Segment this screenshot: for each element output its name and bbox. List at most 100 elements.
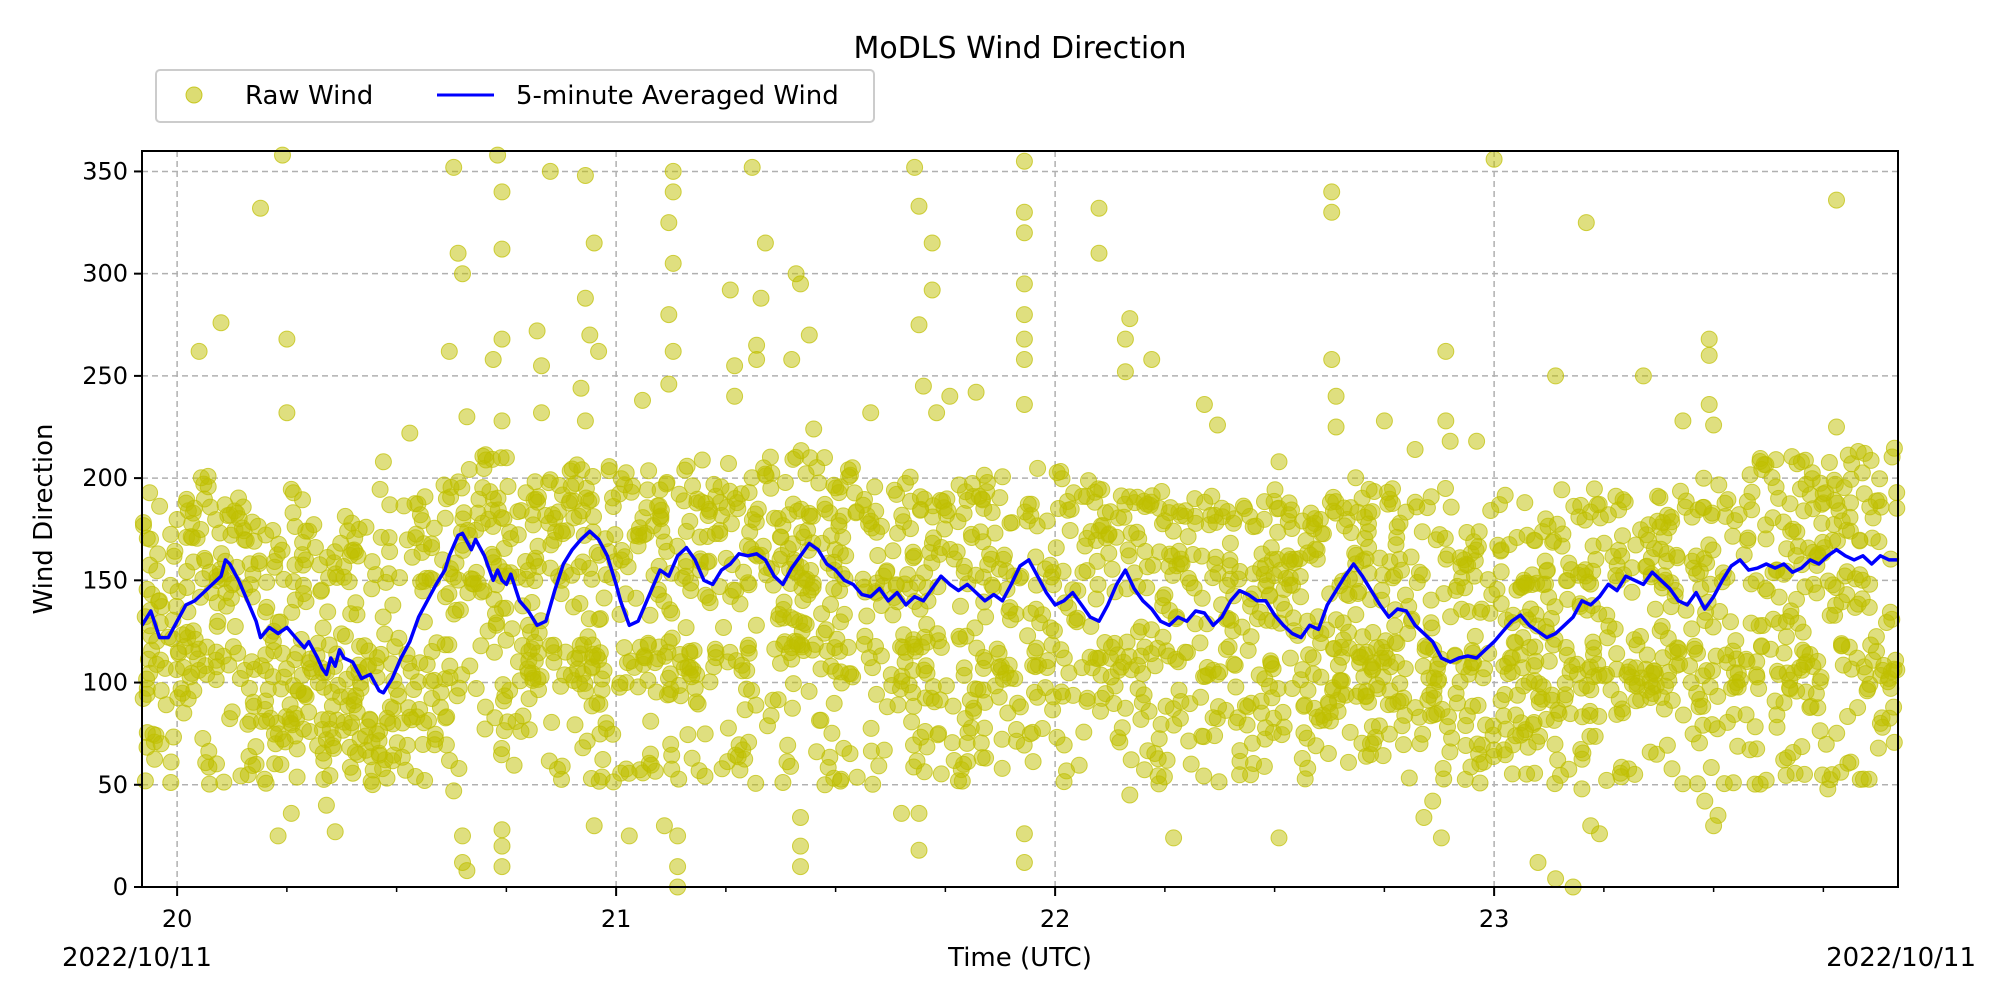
raw-wind-point xyxy=(545,644,563,662)
raw-wind-outlier xyxy=(862,404,880,422)
raw-wind-point xyxy=(1136,542,1154,560)
raw-wind-point xyxy=(904,543,922,561)
raw-wind-point xyxy=(1528,733,1546,751)
raw-wind-point xyxy=(1549,751,1567,769)
raw-wind-outlier xyxy=(923,281,941,299)
raw-wind-point xyxy=(1559,590,1577,608)
raw-wind-point xyxy=(1788,590,1805,608)
raw-wind-point xyxy=(1364,624,1382,641)
raw-wind-point xyxy=(825,694,843,712)
raw-wind-point xyxy=(1651,518,1669,536)
raw-wind-point xyxy=(573,461,591,479)
raw-wind-point xyxy=(294,534,312,551)
raw-wind-outlier xyxy=(800,326,818,344)
raw-wind-point xyxy=(1106,677,1124,695)
raw-wind-outlier xyxy=(576,289,594,307)
raw-wind-point xyxy=(955,755,973,773)
raw-wind-outlier xyxy=(1375,412,1393,430)
raw-wind-point xyxy=(1352,648,1370,666)
raw-wind-outlier xyxy=(585,817,603,835)
raw-wind-point xyxy=(741,523,759,541)
raw-wind-outlier xyxy=(1634,367,1652,385)
raw-wind-point xyxy=(1363,718,1381,736)
raw-wind-outlier xyxy=(1015,152,1033,170)
y-axis-label: Wind Direction xyxy=(29,423,59,614)
raw-wind-outlier xyxy=(805,420,823,438)
raw-wind-point xyxy=(1363,661,1381,679)
raw-wind-outlier xyxy=(660,306,678,324)
raw-wind-point xyxy=(631,519,648,537)
raw-wind-point xyxy=(1425,681,1443,699)
raw-wind-point xyxy=(1770,588,1788,606)
raw-wind-point xyxy=(1408,498,1426,516)
raw-wind-point xyxy=(1795,502,1813,520)
raw-wind-point xyxy=(864,775,882,793)
raw-wind-point xyxy=(1069,582,1087,600)
raw-wind-point xyxy=(1817,484,1835,502)
raw-wind-point xyxy=(1782,522,1800,540)
raw-wind-point xyxy=(138,580,156,598)
raw-wind-point xyxy=(1546,598,1564,616)
raw-wind-point xyxy=(747,774,765,792)
raw-wind-point xyxy=(199,467,217,485)
raw-wind-point xyxy=(1537,618,1555,636)
raw-wind-point xyxy=(595,589,613,607)
raw-wind-point xyxy=(239,715,257,733)
raw-wind-point xyxy=(991,489,1009,507)
raw-wind-point xyxy=(526,572,544,590)
raw-wind-point xyxy=(1468,735,1486,753)
raw-wind-point xyxy=(1039,652,1057,670)
raw-wind-point xyxy=(1492,563,1510,581)
raw-wind-point xyxy=(574,553,592,571)
legend-box xyxy=(155,69,875,123)
raw-wind-point xyxy=(911,501,929,519)
raw-wind-point xyxy=(1070,756,1088,774)
raw-wind-point xyxy=(385,746,403,764)
raw-wind-point xyxy=(1262,652,1280,670)
raw-wind-point xyxy=(640,462,658,480)
raw-wind-point xyxy=(734,741,752,759)
raw-wind-point xyxy=(967,566,985,584)
raw-wind-point xyxy=(1488,581,1506,598)
raw-wind-point xyxy=(754,537,772,555)
raw-wind-point xyxy=(201,498,219,516)
raw-wind-point xyxy=(1518,526,1536,544)
raw-wind-point xyxy=(1652,540,1670,558)
raw-wind-point xyxy=(284,504,302,522)
raw-wind-point xyxy=(759,717,776,735)
raw-wind-outlier xyxy=(941,387,959,405)
raw-wind-point xyxy=(678,457,696,475)
raw-wind-point xyxy=(1395,736,1412,754)
raw-wind-point xyxy=(766,640,784,658)
raw-wind-point xyxy=(467,680,485,697)
raw-wind-point xyxy=(1186,490,1204,508)
raw-wind-point xyxy=(384,596,402,614)
raw-wind-point xyxy=(1422,488,1440,506)
raw-wind-outlier xyxy=(1015,306,1033,324)
raw-wind-point xyxy=(629,678,647,696)
raw-wind-point xyxy=(827,479,845,497)
raw-wind-point xyxy=(611,674,629,692)
raw-wind-point xyxy=(1556,690,1574,708)
raw-wind-point xyxy=(381,496,399,514)
raw-wind-outlier xyxy=(664,183,682,201)
raw-wind-point xyxy=(1291,568,1309,585)
raw-wind-outlier xyxy=(274,146,291,164)
raw-wind-point xyxy=(952,597,969,615)
raw-wind-point xyxy=(1683,508,1701,526)
raw-wind-point xyxy=(1881,603,1899,621)
raw-wind-point xyxy=(731,595,749,613)
raw-wind-outlier xyxy=(1700,396,1718,413)
raw-wind-point xyxy=(1522,600,1540,618)
raw-wind-point xyxy=(819,759,837,776)
raw-wind-point xyxy=(1308,541,1326,559)
raw-wind-outlier xyxy=(493,821,511,839)
raw-wind-point xyxy=(173,684,191,702)
raw-wind-point xyxy=(201,563,219,581)
raw-wind-point xyxy=(1558,646,1576,664)
raw-wind-point xyxy=(1469,696,1487,714)
x-tick-label: 22 xyxy=(1040,905,1071,933)
raw-wind-point xyxy=(314,619,332,637)
raw-wind-point xyxy=(1663,760,1681,778)
raw-wind-outlier xyxy=(923,234,941,252)
